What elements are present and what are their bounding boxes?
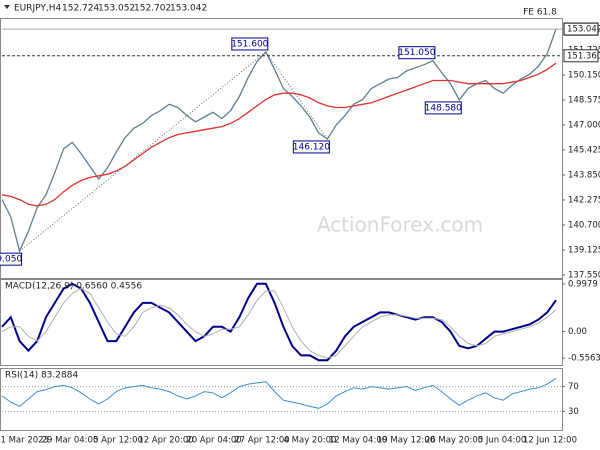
x-tick-label: 19 May 12:00 xyxy=(377,436,435,446)
indicator-title: RSI(14) 83.2884 xyxy=(5,371,78,381)
x-tick-label: 5 Jun 04:00 xyxy=(478,436,527,446)
annotation-label: 151.600 xyxy=(231,39,268,49)
rsi-panel xyxy=(0,368,563,431)
x-tick-label: 20 Apr 04:00 xyxy=(186,436,241,446)
annotation-label: 139.050 xyxy=(0,255,22,265)
level-box xyxy=(563,49,599,63)
y-tick-label: 140.700 xyxy=(568,220,600,230)
y-tick-label: 150.150 xyxy=(568,70,600,80)
symbol-arrow xyxy=(4,5,10,9)
y-tick-label: -0.5563 xyxy=(568,354,600,364)
y-tick-label: 145.425 xyxy=(568,145,600,155)
x-tick-label: 12 Apr 20:00 xyxy=(138,436,193,446)
x-tick-label: 12 Jun 12:00 xyxy=(523,436,577,446)
ohlc-value: 153.042 xyxy=(170,4,207,14)
macd-panel xyxy=(0,279,563,366)
fe-label: FE 61.8 xyxy=(523,8,557,18)
annotation-label: 148.580 xyxy=(425,103,462,113)
series-line xyxy=(1,28,557,254)
series-line xyxy=(1,282,557,362)
series-line xyxy=(1,377,557,409)
price-box xyxy=(563,22,599,36)
x-tick-label: 4 May 20:00 xyxy=(284,436,337,446)
x-tick-label: 26 May 20:00 xyxy=(425,436,483,446)
ohlc-value: 152.724 xyxy=(62,4,99,14)
annotation-box xyxy=(231,37,269,51)
x-tick-label: 12 May 04:00 xyxy=(329,436,387,446)
annotation-box xyxy=(398,46,436,60)
watermark: ActionForex.com xyxy=(317,213,483,237)
y-tick-label: 70 xyxy=(568,382,579,392)
indicator-title: MACD(12,26,9) 0.6560 0.4556 xyxy=(5,282,142,292)
y-tick-label: 139.125 xyxy=(568,245,600,255)
annotation-box xyxy=(0,252,23,266)
y-tick-label: 147.000 xyxy=(568,120,600,130)
y-tick-label: 148.575 xyxy=(568,95,600,105)
x-tick-label: 29 Mar 04:00 xyxy=(42,436,99,446)
x-tick-label: 5 Apr 12:00 xyxy=(93,436,143,446)
y-tick-label: 143.850 xyxy=(568,170,600,180)
ohlc-value: 152.702 xyxy=(134,4,171,14)
annotation-label: 146.120 xyxy=(293,142,330,152)
x-tick-label: 21 Mar 2023 xyxy=(0,436,49,446)
series-line xyxy=(1,62,557,207)
series-line xyxy=(1,288,557,359)
price-label: 153.042 xyxy=(567,25,600,35)
main-panel xyxy=(0,18,563,279)
annotation-box xyxy=(424,101,462,115)
ohlc-value: 153.052 xyxy=(98,4,135,14)
annotation-label: 151.050 xyxy=(398,48,435,58)
level-label: 151.360 xyxy=(567,51,600,61)
y-tick-label: 30 xyxy=(568,407,579,417)
y-tick-label: 142.275 xyxy=(568,195,600,205)
y-tick-label: 137.550 xyxy=(568,270,600,280)
chart-title: EURJPY,H4 xyxy=(14,4,62,14)
annotation-box xyxy=(292,140,330,154)
x-tick-label: 27 Apr 12:00 xyxy=(234,436,289,446)
y-tick-label: 0.9979 xyxy=(568,279,598,289)
y-tick-label: 0.00 xyxy=(568,327,587,337)
